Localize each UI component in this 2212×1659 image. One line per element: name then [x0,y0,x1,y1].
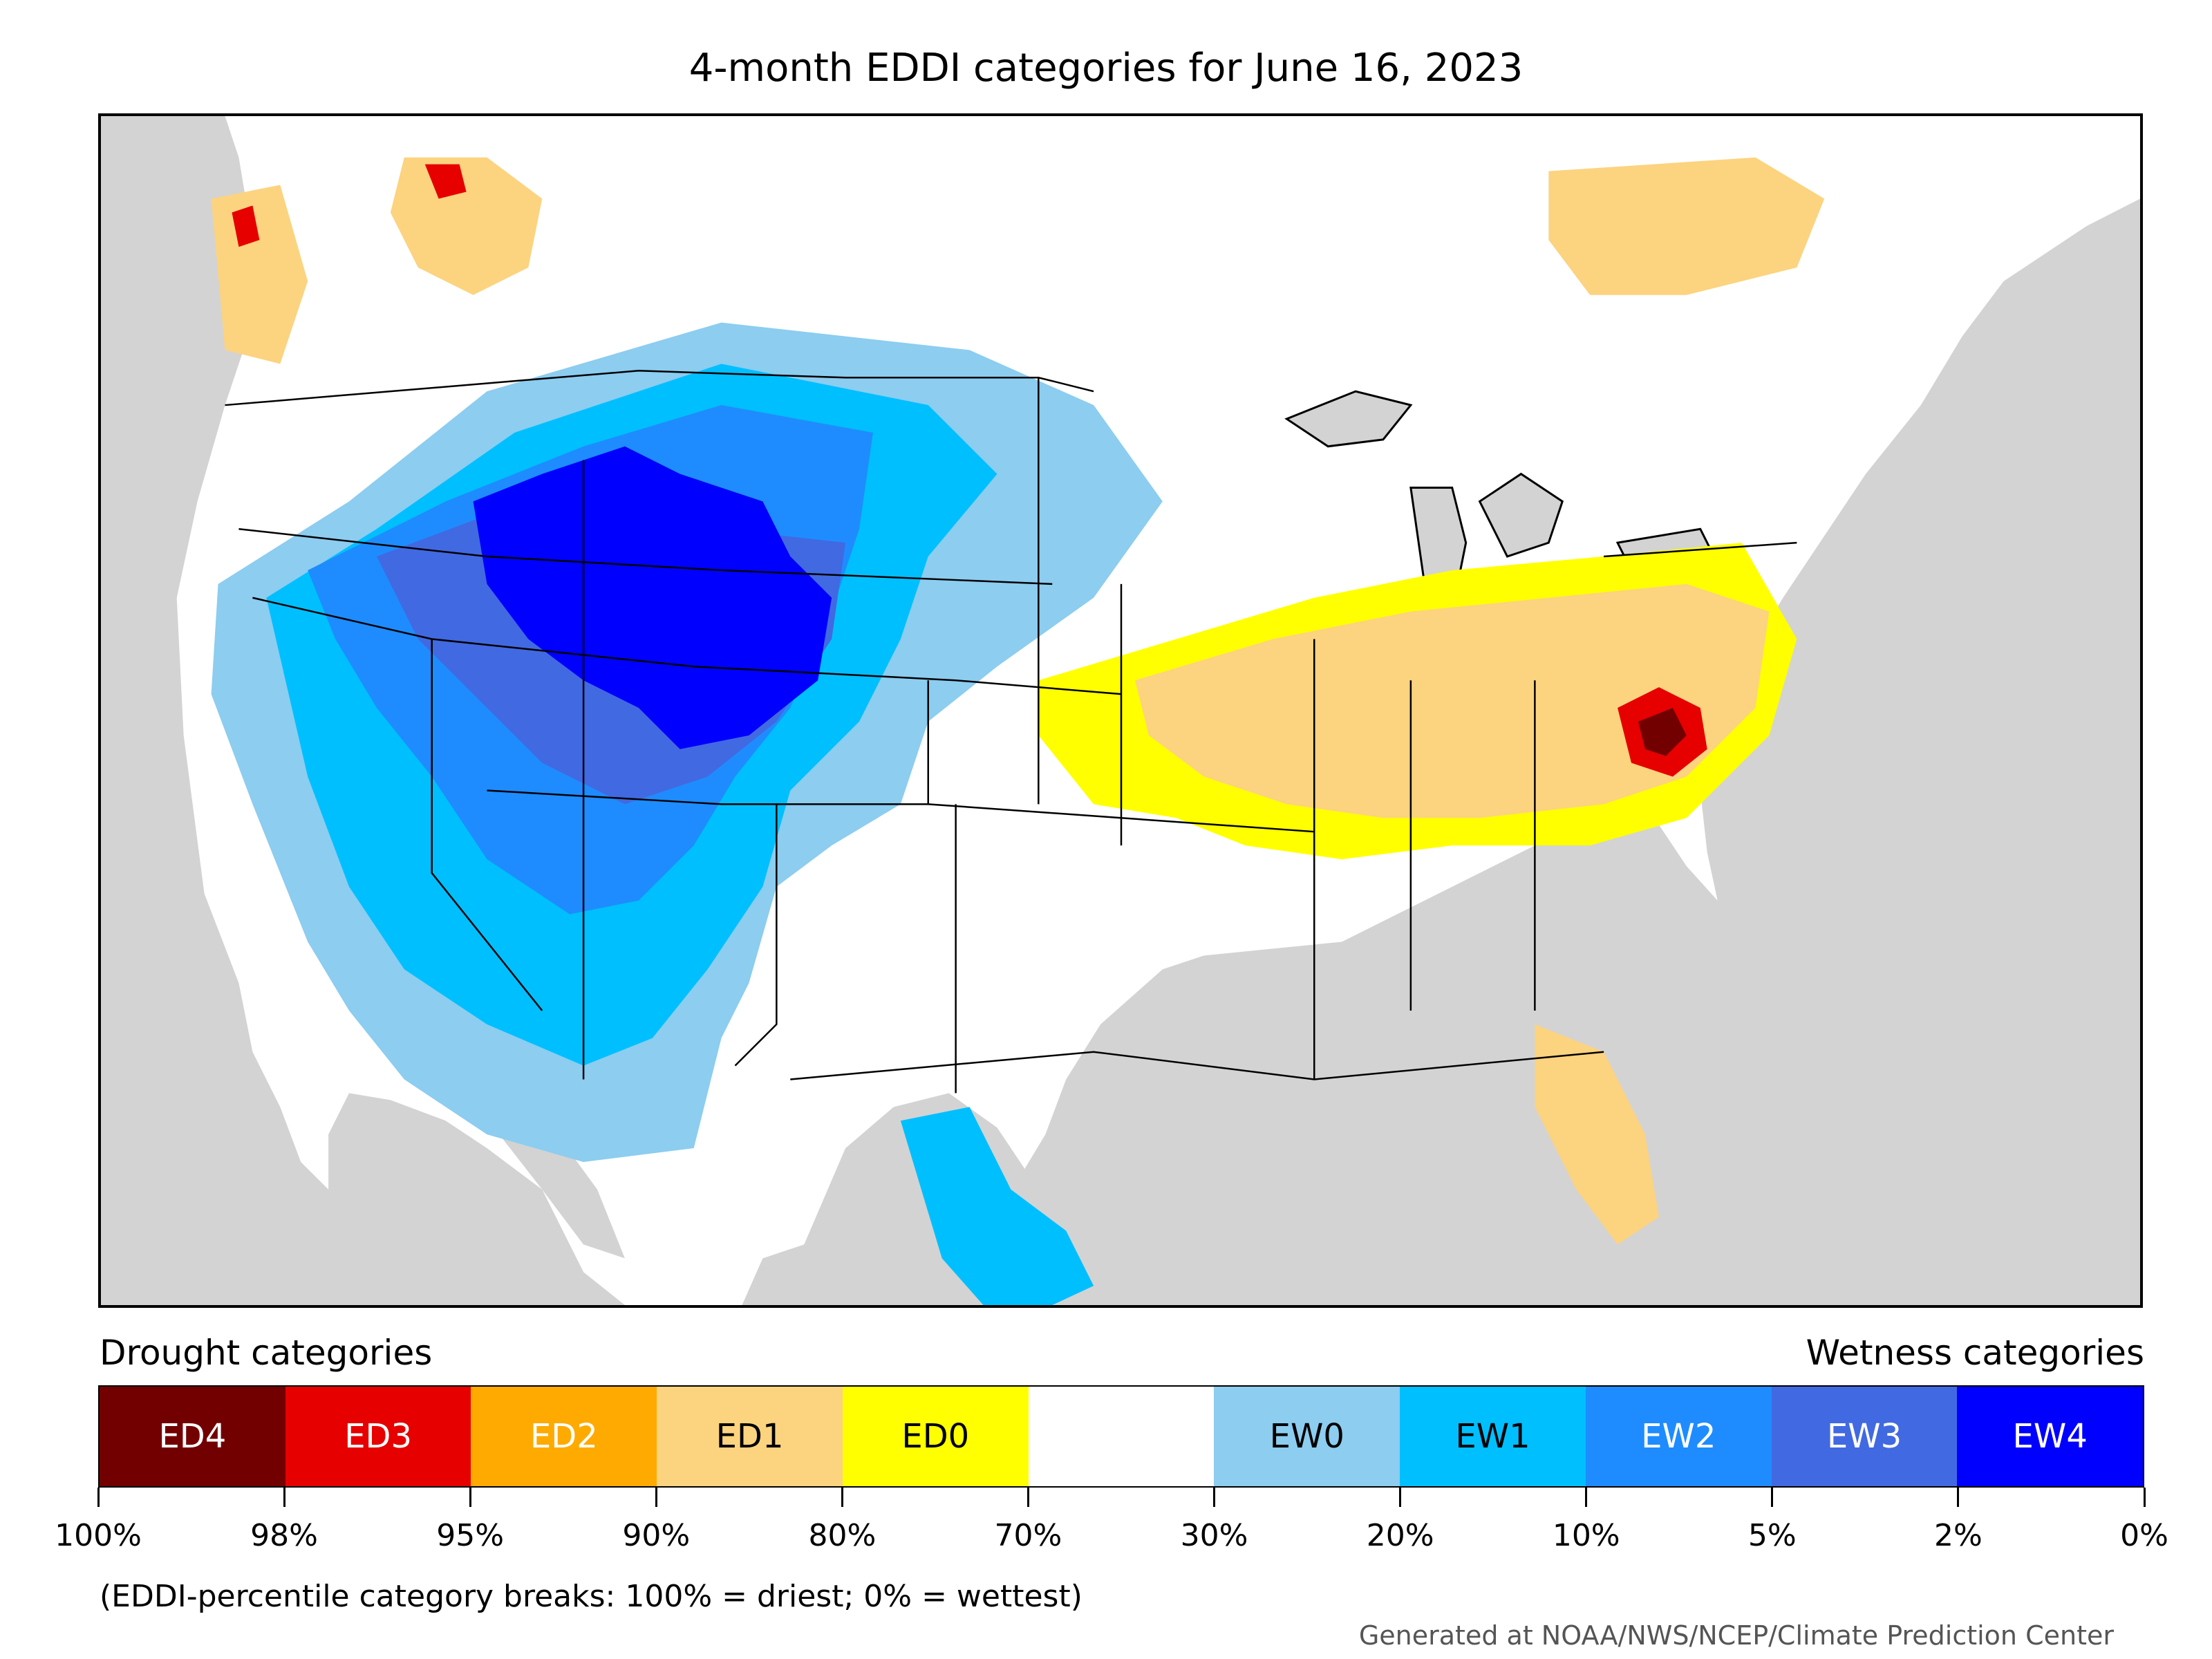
legend-swatch-ed1: ED1 [657,1387,843,1486]
legend-tick [469,1488,471,1507]
legend-tick-label: 0% [2120,1518,2168,1553]
eddi-map [101,116,2140,1305]
legend-tick-label: 80% [808,1518,877,1553]
ed4-virginia [1638,708,1687,756]
wetness-categories-header: Wetness categories [1806,1333,2144,1373]
legend-tick [841,1488,843,1507]
legend-tick [2143,1488,2146,1507]
legend-swatch-ew2: EW2 [1585,1387,1772,1486]
legend-swatch-ew1: EW1 [1400,1387,1586,1486]
legend-swatch-ew0: EW0 [1214,1387,1400,1486]
legend-tick-label: 30% [1180,1518,1248,1553]
legend-tick-label: 5% [1747,1518,1797,1553]
legend-tick-label: 10% [1552,1518,1620,1553]
legend-tick-label: 100% [55,1518,142,1553]
legend-tick-label: 2% [1934,1518,1983,1553]
legend-swatch-ed3: ED3 [285,1387,471,1486]
legend-swatch-ew3: EW3 [1771,1387,1958,1486]
legend-tick [1027,1488,1029,1507]
legend-tick-label: 95% [436,1518,505,1553]
credit-line: Generated at NOAA/NWS/NCEP/Climate Predi… [1358,1620,2114,1651]
state-borders [225,370,1797,1094]
legend-tick [1957,1488,1960,1507]
legend-swatch-ew4: EW4 [1957,1387,2144,1486]
ew1-texas [900,1107,1094,1305]
legend-tick-label: 70% [994,1518,1062,1553]
ed0-northeast [1548,157,1825,295]
legend-swatch-ed0: ED0 [842,1387,1029,1486]
legend-swatch-ed2: ED2 [471,1387,657,1486]
legend-tick [97,1488,100,1507]
legend-ticks: 100% 98% 95% 90% 80% 70% 30% 20% 10% 5% 2% 0% [0,1488,2212,1571]
ed3-pacific-nw [232,164,467,247]
legend-tick-label: 98% [250,1518,318,1553]
legend-tick [1771,1488,1774,1507]
legend-swatch-ed4: ED4 [100,1387,285,1486]
ed1-pacific-nw [211,157,543,364]
ed1-florida [1535,1024,1659,1245]
legend-tick-label: 90% [622,1518,691,1553]
legend-tick [1399,1488,1402,1507]
legend-swatch-normal [1028,1387,1215,1486]
map-panel [98,113,2143,1308]
legend-tick-label: 20% [1366,1518,1434,1553]
legend-tick [1213,1488,1216,1507]
legend-tick [1585,1488,1588,1507]
ew4-west [473,446,832,749]
legend-tick [283,1488,285,1507]
category-breaks-note: (EDDI-percentile category breaks: 100% =… [100,1579,1082,1614]
ed1-east [1134,583,1770,818]
drought-categories-header: Drought categories [100,1333,433,1373]
legend-colorbar: ED4 ED3 ED2 ED1 ED0 EW0 EW1 EW2 EW3 EW4 [98,1385,2144,1488]
legend-tick [655,1488,657,1507]
page-title: 4-month EDDI categories for June 16, 202… [688,46,1524,91]
